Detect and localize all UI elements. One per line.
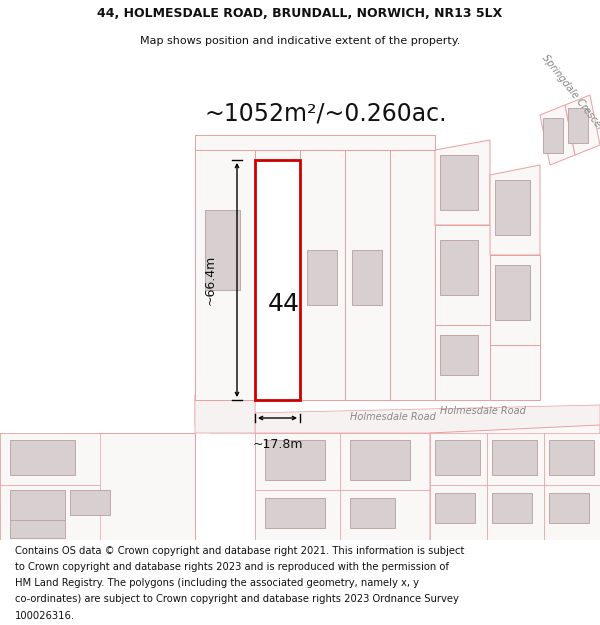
Polygon shape — [490, 165, 540, 255]
Text: Contains OS data © Crown copyright and database right 2021. This information is : Contains OS data © Crown copyright and d… — [15, 546, 464, 556]
Bar — [10, 440, 75, 475]
Bar — [495, 180, 530, 235]
Text: 44, HOLMESDALE ROAD, BRUNDALL, NORWICH, NR13 5LX: 44, HOLMESDALE ROAD, BRUNDALL, NORWICH, … — [97, 8, 503, 20]
Bar — [492, 440, 537, 475]
Polygon shape — [430, 425, 600, 540]
Polygon shape — [255, 433, 430, 540]
Text: HM Land Registry. The polygons (including the associated geometry, namely x, y: HM Land Registry. The polygons (includin… — [15, 578, 419, 588]
Bar — [205, 210, 240, 290]
Bar — [495, 265, 530, 320]
Polygon shape — [340, 433, 430, 490]
Bar — [260, 250, 293, 305]
Bar — [568, 108, 588, 143]
Bar — [70, 490, 110, 515]
Polygon shape — [300, 150, 345, 400]
Polygon shape — [544, 433, 600, 485]
Polygon shape — [340, 490, 430, 540]
Bar — [352, 250, 382, 305]
Text: 44: 44 — [268, 292, 299, 316]
Polygon shape — [435, 140, 490, 225]
Text: ~17.8m: ~17.8m — [252, 438, 303, 451]
Polygon shape — [250, 405, 600, 433]
Text: Springdale Crescent: Springdale Crescent — [540, 53, 600, 137]
Polygon shape — [255, 433, 340, 490]
Text: to Crown copyright and database rights 2023 and is reproduced with the permissio: to Crown copyright and database rights 2… — [15, 562, 449, 572]
Polygon shape — [487, 433, 544, 485]
Polygon shape — [0, 433, 100, 485]
Bar — [440, 155, 478, 210]
Bar — [265, 440, 325, 480]
Text: Holmesdale Road: Holmesdale Road — [440, 406, 526, 416]
Polygon shape — [255, 160, 300, 400]
Polygon shape — [195, 135, 255, 400]
Bar — [440, 240, 478, 295]
Polygon shape — [540, 105, 575, 165]
Bar — [10, 490, 65, 520]
Bar — [350, 498, 395, 528]
Bar — [492, 493, 532, 523]
Bar — [549, 440, 594, 475]
Text: 100026316.: 100026316. — [15, 611, 75, 621]
Bar — [435, 493, 475, 523]
Polygon shape — [195, 135, 435, 150]
Polygon shape — [390, 150, 435, 400]
Polygon shape — [195, 395, 255, 433]
Bar — [543, 118, 563, 153]
Polygon shape — [487, 485, 544, 540]
Polygon shape — [430, 485, 487, 540]
Polygon shape — [195, 395, 255, 433]
Polygon shape — [430, 433, 487, 485]
Polygon shape — [345, 150, 390, 400]
Polygon shape — [490, 345, 540, 400]
Bar — [265, 498, 325, 528]
Text: co-ordinates) are subject to Crown copyright and database rights 2023 Ordnance S: co-ordinates) are subject to Crown copyr… — [15, 594, 459, 604]
Bar — [435, 440, 480, 475]
Text: ~66.4m: ~66.4m — [203, 255, 217, 305]
Text: ~1052m²/~0.260ac.: ~1052m²/~0.260ac. — [204, 101, 446, 125]
Bar — [440, 335, 478, 375]
Bar — [307, 250, 337, 305]
Polygon shape — [255, 490, 340, 540]
Text: Holmesdale Road: Holmesdale Road — [350, 412, 436, 422]
Polygon shape — [490, 255, 540, 345]
Polygon shape — [544, 485, 600, 540]
Text: Map shows position and indicative extent of the property.: Map shows position and indicative extent… — [140, 36, 460, 46]
Polygon shape — [255, 150, 300, 400]
Polygon shape — [565, 95, 600, 155]
Polygon shape — [0, 433, 195, 540]
Polygon shape — [435, 325, 490, 400]
Bar — [549, 493, 589, 523]
Bar — [10, 520, 65, 538]
Bar — [350, 440, 410, 480]
Polygon shape — [0, 485, 100, 540]
Polygon shape — [435, 225, 490, 325]
